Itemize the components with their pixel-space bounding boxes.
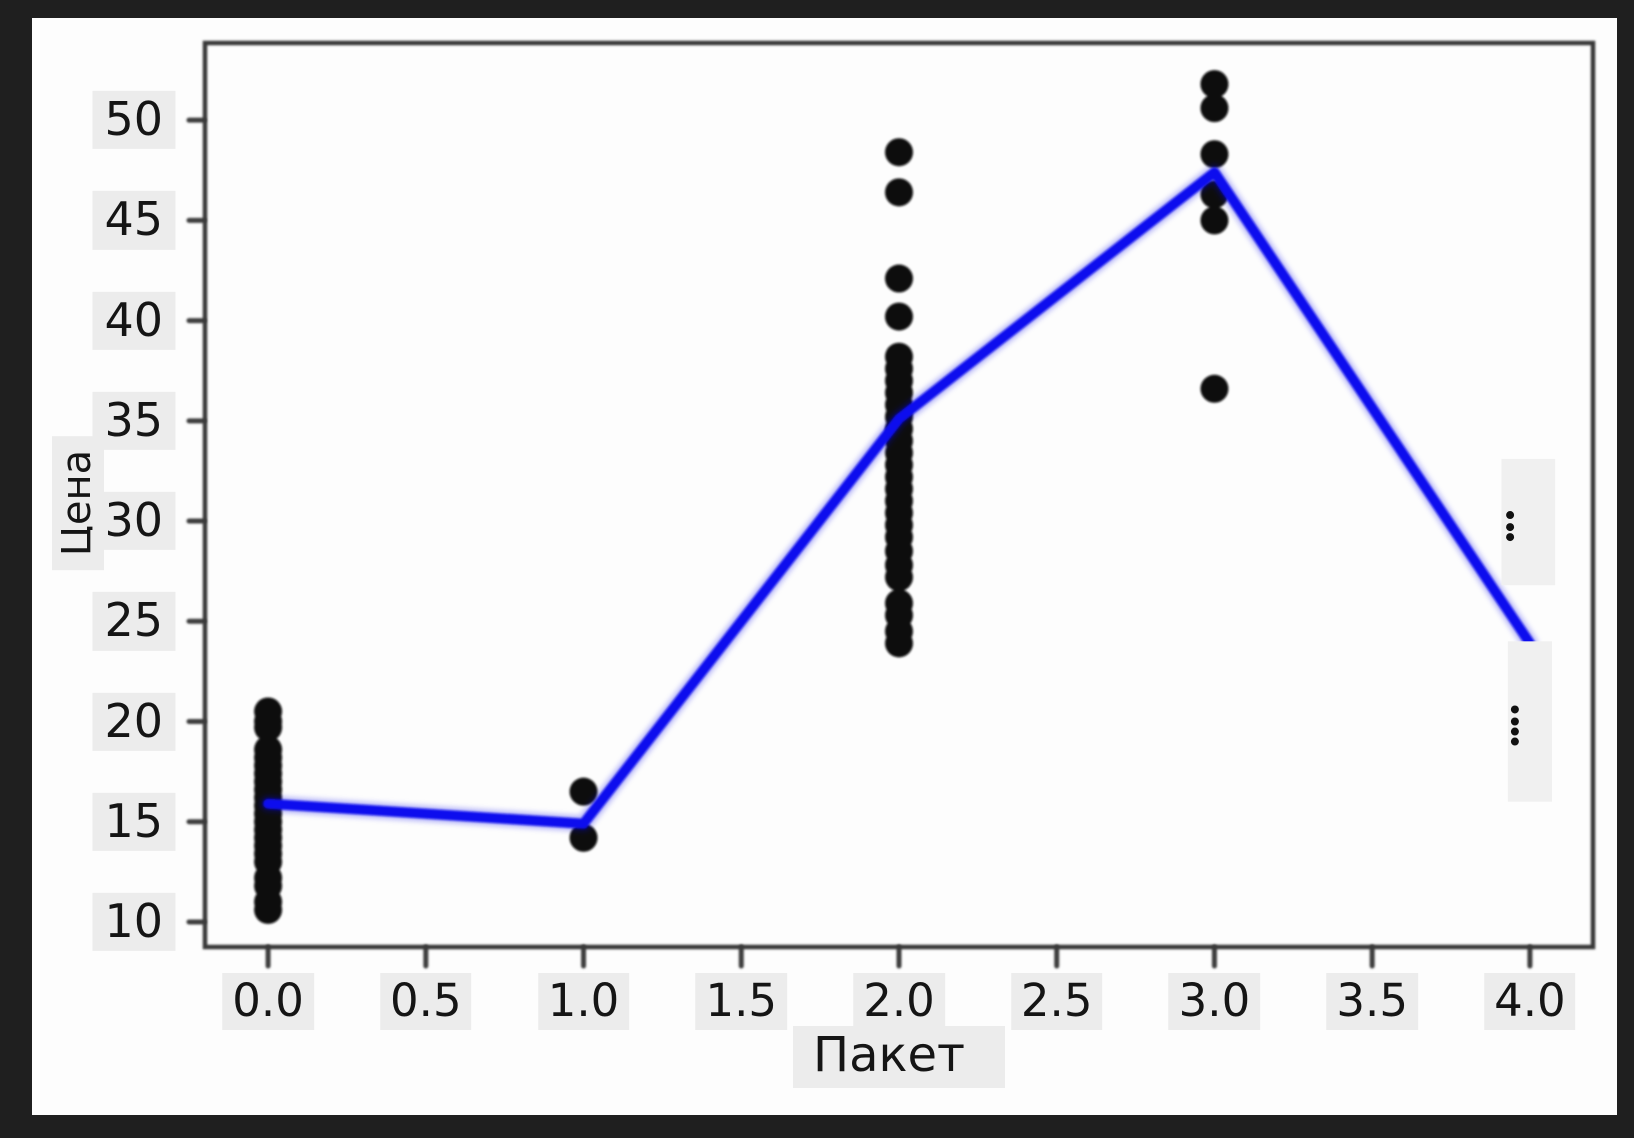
ellipsis-dot: [1510, 705, 1519, 714]
scatter-point: [1200, 206, 1229, 235]
ellipsis-dot: [1510, 737, 1519, 746]
scatter-point: [885, 138, 913, 167]
masked-region-box: [1501, 458, 1556, 586]
scatter-point: [885, 264, 913, 293]
ellipsis-dot: [1510, 717, 1519, 726]
scatter-points: [254, 70, 1229, 924]
scatter-point: [1200, 374, 1229, 403]
scatter-point: [569, 777, 598, 806]
scatter-point: [885, 629, 913, 658]
scatter-point: [1200, 140, 1229, 169]
trend-line: [263, 167, 1535, 829]
scatter-point: [254, 713, 283, 742]
scatter-point: [1200, 70, 1229, 99]
ellipsis-dot: [1506, 533, 1515, 542]
tick-marks: [186, 117, 1533, 969]
chart-figure: Пакет Цена 10 15 20 25 30 35 40 45 50 0.0 0.5 1.0 1.…: [32, 18, 1617, 1115]
scatter-point: [885, 563, 913, 592]
scatter-point: [885, 302, 913, 331]
masked-region-ellipsis: [1510, 705, 1519, 746]
plot-spines: [202, 40, 1596, 950]
scatter-point: [254, 895, 283, 924]
ellipsis-dot: [1506, 511, 1515, 520]
ellipsis-dot: [1510, 727, 1519, 736]
ellipsis-dot: [1506, 523, 1515, 532]
scatter-point: [885, 178, 913, 207]
scatter-point: [1200, 94, 1229, 123]
plot-canvas: [186, 40, 1596, 969]
masked-region-ellipsis: [1506, 511, 1515, 542]
